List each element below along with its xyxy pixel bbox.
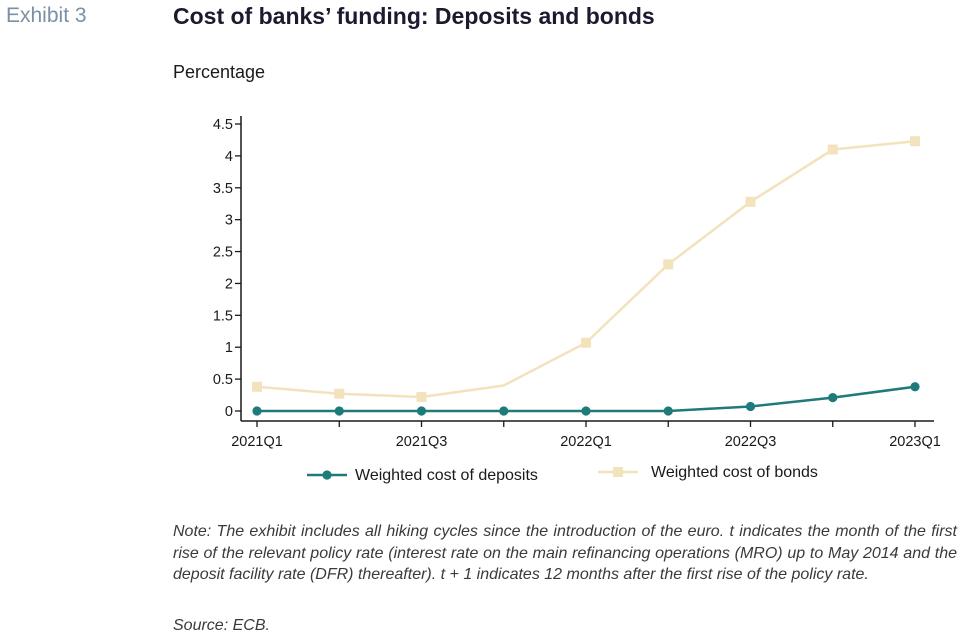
x-tick-label: 2023Q1 [889,434,941,450]
chart-axes: 0 0.5 1 1.5 2 2.5 3 3.5 4 4.5 2021Q1 2021Q3 2022Q1 20… [213,116,941,450]
deposits-point [334,406,344,416]
deposits-point [581,406,591,416]
y-tick-label: 2.5 [213,245,233,261]
legend-marker-square [613,467,623,477]
deposits-point [252,406,262,416]
bonds-point [910,136,920,147]
unit-label: Percentage [173,62,266,82]
y-tick-label: 0 [225,404,233,420]
x-tick-label: 2022Q3 [725,434,777,450]
deposits-point [828,393,838,403]
x-tick-label: 2021Q1 [231,434,283,450]
chart-legend: Weighted cost of deposits Weighted cost o… [307,464,818,484]
deposits-point [416,406,427,416]
deposits-point [910,382,920,392]
bonds-point [581,337,591,348]
bonds-point [663,259,674,270]
deposits-point [745,401,756,412]
chart-series [252,136,920,416]
y-tick-label: 1.5 [213,308,233,324]
legend-marker-circle [322,470,332,480]
x-tick-label: 2022Q1 [560,434,612,450]
y-tick-label: 2 [225,276,233,292]
deposits-point [663,406,673,416]
line-chart: 0 0.5 1 1.5 2 2.5 3 3.5 4 4.5 2021Q1 2021Q3 2022Q1 20… [213,116,941,484]
deposits-point [499,406,509,416]
bonds-point [252,381,262,392]
bonds-point [827,144,838,155]
bonds-point [334,388,345,399]
x-tick-label: 2021Q3 [396,434,448,450]
y-tick-label: 1 [225,340,233,356]
legend-label: Weighted cost of deposits [355,467,538,484]
exhibit-label: Exhibit 3 [6,4,87,27]
y-tick-label: 3.5 [213,181,233,197]
legend-label: Weighted cost of bonds [651,464,818,481]
chart-source: Source: ECB. [173,617,270,634]
chart-note: Note: The exhibit includes all hiking cy… [173,523,957,583]
y-tick-label: 0.5 [213,372,233,388]
bonds-point [745,196,756,207]
bonds-point [416,391,427,402]
y-tick-label: 4 [225,149,233,165]
y-tick-label: 3 [225,213,233,229]
y-tick-label: 4.5 [213,117,233,133]
chart-title: Cost of banks’ funding: Deposits and bon… [173,3,655,29]
series-line-bonds [256,139,916,399]
